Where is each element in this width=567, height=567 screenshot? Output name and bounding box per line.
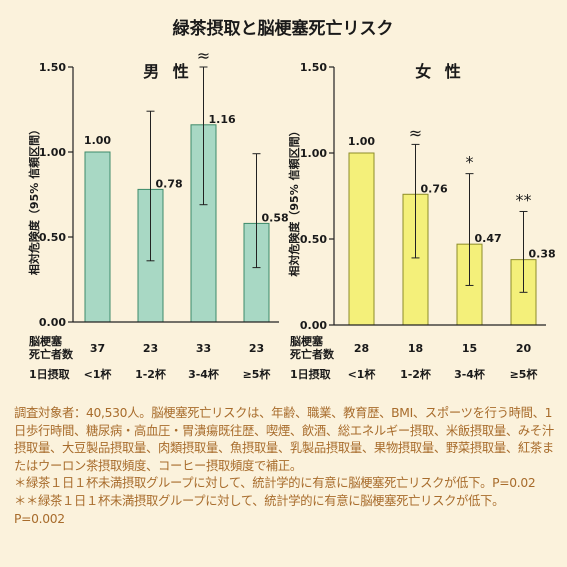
y-tick-label: 0.50 <box>39 231 66 244</box>
death-count: 28 <box>354 342 369 355</box>
death-count: 33 <box>196 342 211 355</box>
x-tick-label: 3-4杯 <box>188 367 220 381</box>
death-count: 37 <box>90 342 105 355</box>
significance-marker: * <box>466 153 474 172</box>
data-label: 0.47 <box>475 232 502 245</box>
data-label: 1.16 <box>209 113 236 126</box>
x-tick-label: 3-4杯 <box>454 367 486 381</box>
row-label-deaths: 脳梗塞 <box>29 334 63 348</box>
y-tick-label: 1.00 <box>300 147 327 160</box>
bar <box>84 151 111 323</box>
death-count: 20 <box>516 342 532 355</box>
row-label-intake: 1日摂取 <box>29 367 70 381</box>
significance-marker: ≈ <box>409 123 422 142</box>
y-tick-label: 1.50 <box>300 61 327 74</box>
y-tick-label: 1.00 <box>39 146 66 159</box>
x-tick-label: ≥5杯 <box>243 367 272 381</box>
y-tick-label: 0.00 <box>300 319 327 332</box>
data-label: 0.78 <box>156 177 183 190</box>
death-count: 15 <box>462 342 477 355</box>
footnote-method: 調査対象者：40,530人。脳梗塞死亡リスクは、年齢、職業、教育歴、BMI、スポ… <box>14 406 554 473</box>
footnote-single-asterisk: ＊緑茶１日１杯未満摂取グループに対して、統計学的に有意に脳梗塞死亡リスクが低下。… <box>14 476 536 491</box>
row-label-deaths: 脳梗塞 <box>290 334 324 348</box>
data-label: 0.38 <box>529 248 556 261</box>
row-label-deaths: 死亡者数 <box>290 347 335 361</box>
x-tick-label: <1杯 <box>348 367 377 381</box>
x-tick-label: 1-2杯 <box>135 367 167 381</box>
y-tick-label: 1.50 <box>39 61 66 74</box>
death-count: 23 <box>143 342 158 355</box>
figure-title: 緑茶摂取と脳梗塞死亡リスク <box>173 18 394 39</box>
bar <box>402 193 429 326</box>
x-tick-label: <1杯 <box>84 367 113 381</box>
chart-canvas: 緑茶摂取と脳梗塞死亡リスク 男 性 0.00 0.50 1.00 1.50 相対危険度（9… <box>27 18 556 381</box>
death-count: 23 <box>249 342 264 355</box>
data-label: 1.00 <box>348 135 375 148</box>
y-axis-label: 相対危険度（95% 信頼区間） <box>27 124 41 275</box>
data-label: 0.58 <box>262 211 289 224</box>
bar <box>348 152 375 326</box>
footnotes: 調査対象者：40,530人。脳梗塞死亡リスクは、年齢、職業、教育歴、BMI、スポ… <box>14 405 554 528</box>
y-tick-label: 0.00 <box>39 316 66 329</box>
row-label-deaths: 死亡者数 <box>29 347 74 361</box>
x-tick-label: ≥5杯 <box>510 367 539 381</box>
significance-marker: ** <box>516 190 532 209</box>
data-label: 0.76 <box>421 182 448 195</box>
footnote-double-asterisk: ＊＊緑茶１日１杯未満摂取グループに対して、統計学的に有意に脳梗塞死亡リスクが低下… <box>14 493 505 526</box>
panel-title: 女 性 <box>415 62 465 81</box>
panel-title: 男 性 <box>143 62 193 81</box>
row-label-intake: 1日摂取 <box>290 367 331 381</box>
x-tick-label: 1-2杯 <box>400 367 432 381</box>
death-count: 18 <box>408 342 423 355</box>
significance-marker: ≈ <box>197 46 210 65</box>
y-tick-label: 0.50 <box>300 233 327 246</box>
data-label: 1.00 <box>84 134 111 147</box>
y-axis-label: 相対危険度（95% 信頼区間） <box>287 125 301 276</box>
